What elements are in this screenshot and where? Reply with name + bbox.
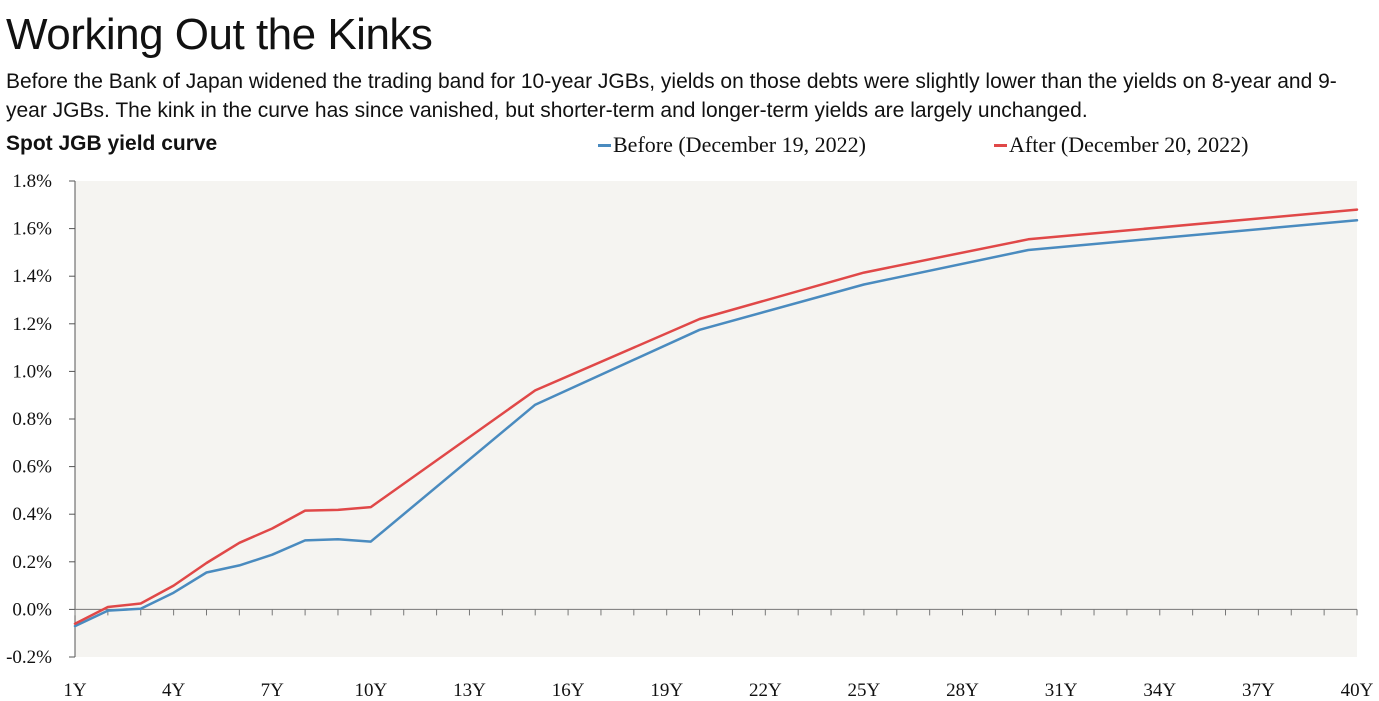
legend-swatch-after bbox=[994, 143, 1007, 147]
x-tick-label: 13Y bbox=[453, 680, 486, 701]
y-tick-label: 1.4% bbox=[12, 266, 52, 287]
chart-label: Spot JGB yield curve bbox=[6, 132, 218, 155]
x-tick-label: 19Y bbox=[650, 680, 683, 701]
legend-swatch-before bbox=[598, 143, 611, 147]
chart-subtitle: Before the Bank of Japan widened the tra… bbox=[6, 70, 1337, 122]
y-tick-label: 1.2% bbox=[12, 314, 52, 335]
x-tick-label: 22Y bbox=[749, 680, 782, 701]
x-tick-label: 40Y bbox=[1341, 680, 1374, 701]
y-tick-label: 0.4% bbox=[12, 504, 52, 525]
x-tick-label: 28Y bbox=[946, 680, 979, 701]
x-tick-label: 16Y bbox=[552, 680, 585, 701]
legend-label-after: After (December 20, 2022) bbox=[1009, 132, 1249, 157]
y-tick-label: -0.2% bbox=[6, 647, 52, 668]
x-tick-label: 10Y bbox=[354, 680, 387, 701]
y-tick-label: 1.8% bbox=[12, 171, 52, 192]
y-tick-label: 1.0% bbox=[12, 361, 52, 382]
x-tick-label: 25Y bbox=[848, 680, 881, 701]
chart-title: Working Out the Kinks bbox=[6, 10, 433, 59]
y-tick-label: 0.8% bbox=[12, 409, 52, 430]
y-tick-label: 1.6% bbox=[12, 219, 52, 240]
legend-item-after: After (December 20, 2022) bbox=[994, 132, 1248, 158]
y-tick-label: 0.0% bbox=[12, 599, 52, 620]
x-tick-label: 31Y bbox=[1045, 680, 1078, 701]
series-line-before bbox=[73, 219, 1359, 628]
y-tick-label: 0.6% bbox=[12, 457, 52, 478]
x-tick-label: 37Y bbox=[1242, 680, 1275, 701]
x-tick-label: 1Y bbox=[63, 680, 87, 701]
y-tick-label: 0.2% bbox=[12, 552, 52, 573]
x-tick-label: 7Y bbox=[261, 680, 285, 701]
x-tick-label: 4Y bbox=[162, 680, 186, 701]
legend-label-before: Before (December 19, 2022) bbox=[613, 132, 866, 157]
legend-item-before: Before (December 19, 2022) bbox=[598, 132, 866, 158]
plot-area bbox=[75, 181, 1357, 657]
x-tick-label: 34Y bbox=[1143, 680, 1176, 701]
series-line-after bbox=[73, 208, 1359, 625]
